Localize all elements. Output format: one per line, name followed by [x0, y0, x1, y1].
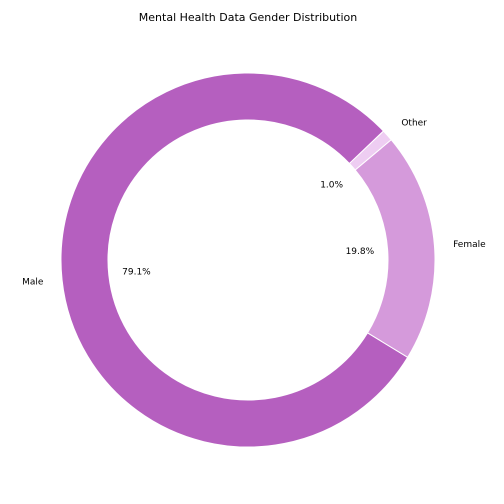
donut-slices — [60, 72, 436, 448]
slice-label-female: Female — [453, 240, 486, 250]
chart-title: Mental Health Data Gender Distribution — [139, 11, 357, 24]
slice-male — [60, 72, 409, 448]
slice-percent-female: 19.8% — [346, 247, 375, 257]
slice-label-other: Other — [401, 118, 427, 128]
slice-label-male: Male — [22, 277, 44, 287]
slice-percent-other: 1.0% — [320, 181, 343, 191]
donut-labels: Other 1.0% Male 79.1% Female 19.8% — [22, 118, 486, 287]
slice-percent-male: 79.1% — [122, 267, 151, 277]
slice-female — [354, 139, 436, 358]
